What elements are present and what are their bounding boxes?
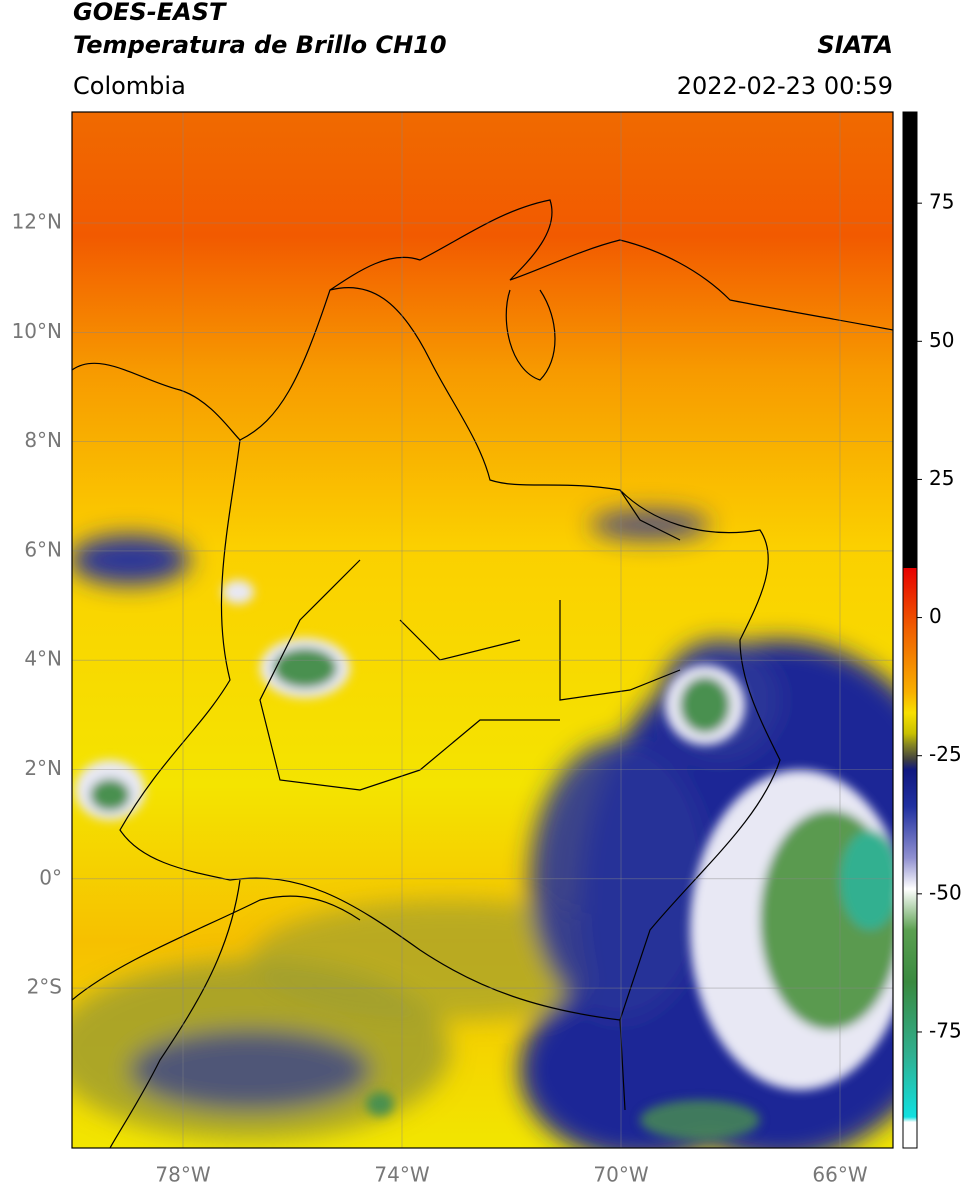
colorbar-tick-label: -50 <box>929 880 962 904</box>
source: SIATA <box>817 31 893 59</box>
colorbar-tick-label: -25 <box>929 742 962 766</box>
colorbar-tick-label: 0 <box>929 604 942 628</box>
lat-label: 2°N <box>24 756 62 780</box>
lon-label: 74°W <box>374 1163 429 1187</box>
lon-label: 70°W <box>593 1163 648 1187</box>
lat-label: 10°N <box>12 319 62 343</box>
lon-label: 66°W <box>812 1163 867 1187</box>
lat-label: 2°S <box>27 975 62 999</box>
lat-label: 12°N <box>12 210 62 234</box>
satellite-image <box>72 112 893 1148</box>
map-frame <box>71 111 894 1149</box>
colorbar-tick-label: 75 <box>929 190 954 214</box>
subtitle: Temperatura de Brillo CH10 <box>73 31 447 59</box>
lon-label: 78°W <box>155 1163 210 1187</box>
graticule <box>72 112 893 1148</box>
lat-label: 0° <box>39 865 62 889</box>
datetime: 2022-02-23 00:59 <box>677 72 893 100</box>
lat-label: 8°N <box>24 428 62 452</box>
title: GOES-EAST <box>73 0 227 26</box>
region: Colombia <box>73 72 186 100</box>
colorbar <box>902 111 918 1149</box>
colorbar-tick-label: 25 <box>929 466 954 490</box>
lat-label: 4°N <box>24 647 62 671</box>
colorbar-tick-label: 50 <box>929 328 954 352</box>
lat-label: 6°N <box>24 537 62 561</box>
colorbar-tick-label: -75 <box>929 1018 962 1042</box>
